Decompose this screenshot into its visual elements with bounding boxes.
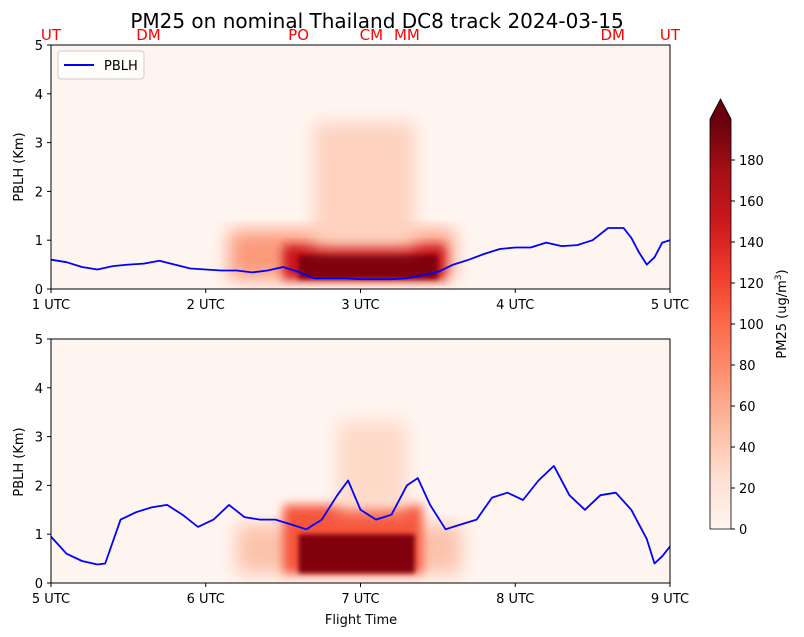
- site-labels: UT DM PO CM MM DM UT: [41, 26, 681, 44]
- top-y-tick-label-4: 4: [35, 88, 43, 103]
- colorbar-label-close: ): [775, 269, 790, 274]
- top-panel: 1 UTC 2 UTC 3 UTC 4 UTC 5 UTC 0 1 2 3 4 5 PBLH (K…: [12, 39, 689, 313]
- top-y-tick-label-3: 3: [35, 137, 43, 152]
- bottom-y-tick-label-2: 2: [35, 479, 43, 494]
- top-y-tick-label-5: 5: [35, 39, 43, 54]
- colorbar-gradient: [710, 119, 731, 529]
- top-y-tick-label-1: 1: [35, 234, 43, 249]
- top-x-tick-label-3: 4 UTC: [496, 298, 534, 313]
- site-label-5: DM: [600, 26, 625, 44]
- site-label-6: UT: [660, 26, 681, 44]
- top-pm25-field: [228, 123, 454, 280]
- top-y-tick-label-2: 2: [35, 185, 43, 200]
- bottom-pm25-field: [236, 421, 462, 574]
- colorbar-tick-label-3: 60: [739, 400, 756, 415]
- bottom-panel: 5 UTC 6 UTC 7 UTC 8 UTC 9 UTC 0 1 2 3 4 5 PBLH (K…: [12, 333, 689, 628]
- colorbar-ticks: 0 20 40 60 80 100 120 140 160 180: [731, 154, 764, 538]
- bottom-y-axis: 0 1 2 3 4 5: [35, 333, 51, 592]
- colorbar-tick-label-1: 20: [739, 482, 756, 497]
- legend-box: [57, 50, 145, 80]
- colorbar-outline: [709, 98, 732, 530]
- top-x-tick-label-4: 5 UTC: [651, 298, 689, 313]
- bottom-y-tick-label-5: 5: [35, 333, 43, 348]
- legend-entry-pblh: PBLH: [104, 59, 138, 74]
- bottom-x-tick-label-4: 9 UTC: [651, 592, 689, 607]
- site-label-2: PO: [288, 26, 309, 44]
- colorbar-tick-label-9: 180: [739, 154, 764, 169]
- colorbar-tick-label-8: 160: [739, 195, 764, 210]
- colorbar-tick-label-6: 120: [739, 277, 764, 292]
- top-x-tick-label-0: 1 UTC: [32, 298, 70, 313]
- chart-title: PM25 on nominal Thailand DC8 track 2024-…: [130, 9, 623, 33]
- top-y-axis: 0 1 2 3 4 5: [35, 39, 51, 298]
- bottom-x-axis-label: Flight Time: [325, 613, 397, 628]
- bottom-pblh-series-path: [51, 465, 670, 566]
- bottom-x-tick-label-0: 5 UTC: [32, 592, 70, 607]
- bottom-y-axis-label: PBLH (Km): [12, 427, 27, 496]
- top-legend: PBLH: [57, 50, 145, 80]
- top-x-tick-label-2: 3 UTC: [341, 298, 379, 313]
- colorbar-label: PM25 (ug/m3): [774, 269, 790, 358]
- site-label-0: UT: [41, 26, 62, 44]
- bottom-y-tick-label-1: 1: [35, 528, 43, 543]
- colorbar-tick-label-4: 80: [739, 359, 756, 374]
- bottom-pm25-zone-2: [298, 534, 415, 574]
- colorbar-tick-label-0: 0: [739, 523, 747, 538]
- top-y-axis-label: PBLH (Km): [12, 132, 27, 201]
- colorbar-tick-label-5: 100: [739, 318, 764, 333]
- top-x-tick-label-1: 2 UTC: [187, 298, 225, 313]
- top-x-axis: 1 UTC 2 UTC 3 UTC 4 UTC 5 UTC: [32, 289, 689, 313]
- colorbar-tick-label-7: 140: [739, 236, 764, 251]
- site-label-1: DM: [136, 26, 161, 44]
- colorbar-extend-arrow: [710, 99, 731, 119]
- bottom-x-tick-label-1: 6 UTC: [187, 592, 225, 607]
- bottom-x-tick-label-3: 8 UTC: [496, 592, 534, 607]
- top-pm25-zone-3: [314, 123, 415, 246]
- bottom-pm25-zone-3: [337, 421, 407, 510]
- bottom-y-tick-label-4: 4: [35, 382, 43, 397]
- bottom-x-axis: 5 UTC 6 UTC 7 UTC 8 UTC 9 UTC: [32, 583, 689, 607]
- colorbar-label-superscript: 3: [774, 275, 784, 281]
- top-pblh-series-path: [51, 227, 670, 281]
- bottom-y-tick-label-0: 0: [35, 577, 43, 592]
- site-label-4: MM: [394, 26, 420, 44]
- bottom-y-tick-label-3: 3: [35, 431, 43, 446]
- colorbar-label-text: PM25 (ug/m: [775, 280, 790, 358]
- top-pblh-line: [51, 227, 670, 281]
- bottom-pblh-line: [51, 465, 670, 566]
- bottom-x-tick-label-2: 7 UTC: [341, 592, 379, 607]
- colorbar: 0 20 40 60 80 100 120 140 160 180 PM25 (ug/m3): [709, 98, 790, 538]
- colorbar-tick-label-2: 40: [739, 441, 756, 456]
- top-pm25-zone-2: [298, 254, 438, 280]
- top-y-tick-label-0: 0: [35, 283, 43, 298]
- site-label-3: CM: [360, 26, 383, 44]
